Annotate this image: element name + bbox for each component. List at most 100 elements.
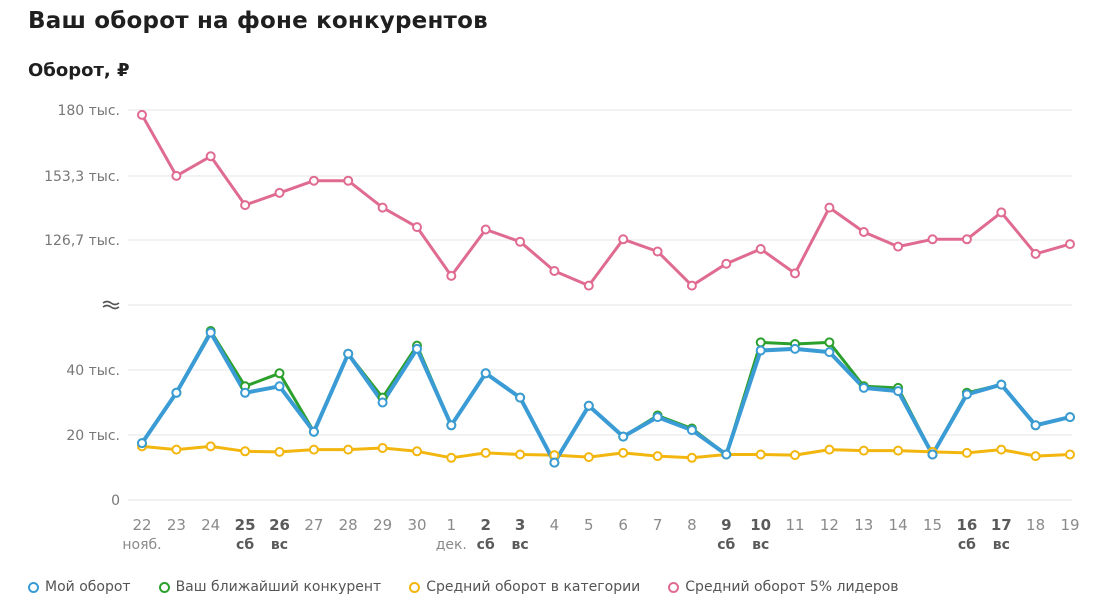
data-point-mine[interactable] (137, 438, 147, 449)
data-point-leaders[interactable] (618, 234, 629, 245)
x-tick-label: 9 (721, 516, 731, 534)
data-point-category[interactable] (515, 449, 526, 460)
y-tick-label: 0 (111, 493, 120, 509)
legend-item-category[interactable]: Средний оборот в категории (409, 579, 640, 595)
data-point-leaders[interactable] (274, 187, 285, 198)
data-point-leaders[interactable] (996, 207, 1007, 218)
data-point-category[interactable] (790, 450, 800, 461)
data-point-mine[interactable] (343, 348, 354, 359)
data-point-category[interactable] (412, 446, 422, 457)
data-point-category[interactable] (755, 449, 766, 460)
data-point-leaders[interactable] (721, 258, 732, 269)
data-point-mine[interactable] (412, 343, 422, 354)
series-line-leaders (140, 113, 1072, 288)
data-point-mine[interactable] (171, 387, 182, 398)
legend-item-mine[interactable]: Мой оборот (28, 579, 131, 595)
data-point-leaders[interactable] (412, 222, 422, 233)
data-point-mine[interactable] (996, 379, 1007, 390)
x-tick-sublabel: сб (477, 537, 495, 553)
data-point-leaders[interactable] (137, 109, 147, 120)
data-point-mine[interactable] (755, 345, 766, 356)
data-point-category[interactable] (652, 451, 663, 462)
data-point-category[interactable] (858, 445, 869, 456)
x-tick-label: 1 (447, 516, 457, 534)
data-point-category[interactable] (996, 444, 1007, 455)
data-point-leaders[interactable] (927, 234, 938, 245)
data-point-leaders[interactable] (790, 268, 800, 279)
data-point-leaders[interactable] (961, 234, 972, 245)
data-point-leaders[interactable] (377, 202, 388, 213)
data-point-mine[interactable] (240, 387, 251, 398)
x-tick-sublabel: сб (236, 537, 254, 553)
data-point-mine[interactable] (1065, 412, 1075, 423)
data-point-category[interactable] (583, 452, 594, 463)
data-point-leaders[interactable] (480, 224, 491, 235)
data-point-leaders[interactable] (205, 151, 216, 162)
data-point-leaders[interactable] (240, 200, 251, 211)
data-point-mine[interactable] (961, 389, 972, 400)
data-point-mine[interactable] (480, 368, 491, 379)
data-point-mine[interactable] (721, 449, 732, 460)
data-point-category[interactable] (686, 452, 697, 463)
y-tick-label: 40 тыс. (66, 363, 120, 379)
data-point-mine[interactable] (893, 386, 904, 397)
data-point-mine[interactable] (205, 327, 216, 338)
data-point-category[interactable] (1030, 451, 1041, 462)
data-point-competitor[interactable] (274, 368, 285, 379)
legend-item-leaders[interactable]: Средний оборот 5% лидеров (668, 579, 899, 595)
data-point-category[interactable] (308, 444, 319, 455)
data-point-mine[interactable] (618, 431, 629, 442)
data-point-leaders[interactable] (343, 175, 354, 186)
x-tick-label: 10 (750, 516, 771, 534)
data-point-leaders[interactable] (824, 202, 835, 213)
data-point-mine[interactable] (583, 400, 594, 411)
data-point-leaders[interactable] (755, 244, 766, 254)
data-point-mine[interactable] (824, 347, 835, 358)
data-point-category[interactable] (1065, 449, 1075, 460)
data-point-mine[interactable] (790, 343, 800, 354)
data-point-leaders[interactable] (583, 280, 594, 291)
y-tick-label: 180 тыс. (57, 103, 120, 119)
legend-label: Средний оборот 5% лидеров (685, 579, 899, 595)
data-point-leaders[interactable] (308, 175, 319, 186)
data-point-leaders[interactable] (652, 246, 663, 257)
data-point-mine[interactable] (308, 426, 319, 437)
data-point-leaders[interactable] (549, 266, 560, 276)
data-point-leaders[interactable] (515, 236, 526, 247)
data-point-mine[interactable] (446, 420, 457, 431)
data-point-mine[interactable] (274, 381, 285, 392)
data-point-mine[interactable] (549, 457, 560, 468)
data-point-competitor[interactable] (755, 337, 766, 348)
data-point-mine[interactable] (686, 425, 697, 436)
data-point-leaders[interactable] (171, 170, 182, 181)
series-lines (140, 113, 1072, 465)
data-point-category[interactable] (618, 447, 629, 458)
data-point-category[interactable] (446, 452, 457, 463)
data-point-mine[interactable] (858, 382, 869, 393)
x-tick-label: 8 (687, 516, 697, 534)
data-point-leaders[interactable] (1065, 239, 1075, 250)
data-point-leaders[interactable] (446, 270, 457, 281)
data-point-mine[interactable] (377, 397, 388, 408)
data-point-mine[interactable] (515, 392, 526, 403)
data-point-category[interactable] (824, 444, 835, 455)
data-point-leaders[interactable] (1030, 248, 1041, 259)
data-point-leaders[interactable] (858, 227, 869, 237)
data-point-mine[interactable] (927, 449, 938, 460)
legend-item-competitor[interactable]: Ваш ближайший конкурент (158, 579, 381, 595)
data-point-category[interactable] (961, 447, 972, 458)
data-point-leaders[interactable] (893, 241, 904, 252)
x-tick-sublabel: вс (993, 537, 1010, 553)
data-point-leaders[interactable] (686, 280, 697, 291)
data-point-category[interactable] (205, 441, 216, 452)
data-point-category[interactable] (274, 446, 285, 457)
data-point-category[interactable] (240, 446, 251, 457)
data-point-category[interactable] (343, 444, 354, 455)
data-point-category[interactable] (377, 443, 388, 453)
data-point-mine[interactable] (652, 412, 663, 423)
data-point-category[interactable] (480, 447, 491, 458)
data-point-category[interactable] (893, 445, 904, 456)
data-point-category[interactable] (171, 444, 182, 455)
data-point-competitor[interactable] (824, 337, 835, 348)
data-point-mine[interactable] (1030, 420, 1041, 431)
